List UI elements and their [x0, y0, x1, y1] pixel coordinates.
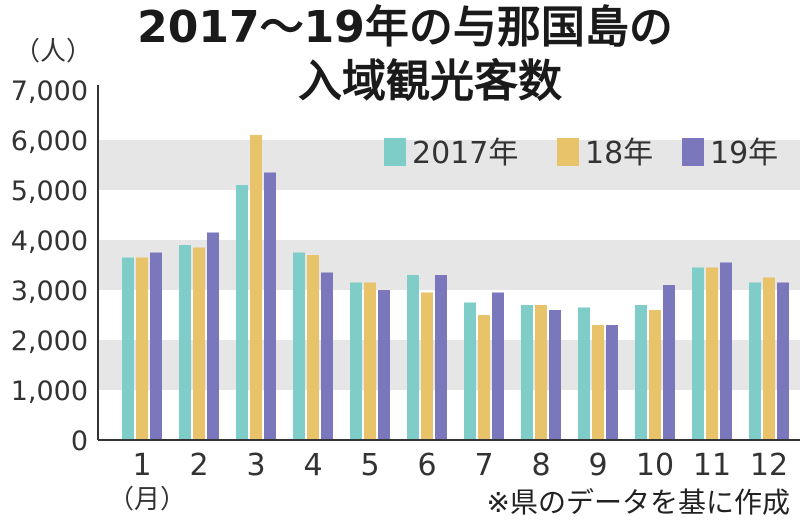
- bar: [663, 285, 675, 440]
- x-tick-label: 1: [132, 448, 151, 483]
- chart-title-line1: 2017～19年の与那国島の: [137, 2, 673, 53]
- bar: [763, 277, 775, 440]
- x-tick-labels: 1 2 3 4 5 6 7 8 9 10 11 12: [132, 448, 788, 483]
- bar: [179, 245, 191, 440]
- legend-label: 2017年: [412, 136, 518, 171]
- bar: [250, 135, 262, 440]
- legend-swatch: [682, 138, 704, 166]
- bar: [592, 325, 604, 440]
- bar: [535, 305, 547, 440]
- bar: [749, 282, 761, 440]
- y-tick-label: 2,000: [11, 326, 88, 357]
- bar: [606, 325, 618, 440]
- bar: [478, 315, 490, 440]
- bar: [435, 275, 447, 440]
- bar: [407, 275, 419, 440]
- bar: [193, 247, 205, 440]
- bar: [307, 255, 319, 440]
- bar: [207, 232, 219, 440]
- x-tick-label: 4: [303, 448, 322, 483]
- y-axis-unit-label: （人）: [14, 37, 92, 67]
- bar: [122, 257, 134, 440]
- x-tick-label: 12: [750, 448, 788, 483]
- x-tick-label: 2: [189, 448, 208, 483]
- bar: [464, 302, 476, 440]
- x-tick-label: 9: [588, 448, 607, 483]
- bar: [706, 267, 718, 440]
- bar: [136, 257, 148, 440]
- bar: [492, 292, 504, 440]
- y-tick-label: 0: [71, 426, 88, 457]
- legend-label: 19年: [710, 136, 778, 171]
- bar: [350, 282, 362, 440]
- y-tick-label: 5,000: [11, 176, 88, 207]
- x-tick-label: 11: [693, 448, 731, 483]
- x-tick-label: 7: [474, 448, 493, 483]
- bar: [692, 267, 704, 440]
- chart-title-line2: 入域観光客数: [298, 56, 562, 107]
- y-tick-labels: 0 1,000 2,000 3,000 4,000 5,000 6,000 7,000: [11, 76, 88, 457]
- bar: [293, 252, 305, 440]
- bar: [635, 305, 647, 440]
- bar: [264, 172, 276, 440]
- bars-layer: [122, 135, 789, 440]
- legend-label: 18年: [585, 136, 653, 171]
- x-tick-label: 3: [246, 448, 265, 483]
- y-tick-label: 4,000: [11, 226, 88, 257]
- bar: [421, 292, 433, 440]
- y-tick-label: 3,000: [11, 276, 88, 307]
- bar: [649, 310, 661, 440]
- legend-swatch: [384, 138, 406, 166]
- bar: [578, 307, 590, 440]
- x-axis-unit-label: （月）: [108, 485, 186, 515]
- y-tick-label: 6,000: [11, 126, 88, 157]
- legend-swatch: [557, 138, 579, 166]
- bar: [521, 305, 533, 440]
- bar: [720, 262, 732, 440]
- x-tick-label: 5: [360, 448, 379, 483]
- bar: [378, 290, 390, 440]
- x-tick-label: 8: [531, 448, 550, 483]
- x-tick-label: 10: [636, 448, 674, 483]
- bar: [364, 282, 376, 440]
- bar: [549, 310, 561, 440]
- x-tick-label: 6: [417, 448, 436, 483]
- bar: [236, 185, 248, 440]
- bar: [150, 252, 162, 440]
- source-note: ※県のデータを基に作成: [487, 486, 790, 519]
- legend: 2017年 18年 19年: [384, 136, 778, 171]
- bar: [777, 282, 789, 440]
- y-tick-label: 1,000: [11, 376, 88, 407]
- bar: [321, 272, 333, 440]
- y-tick-label: 7,000: [11, 76, 88, 107]
